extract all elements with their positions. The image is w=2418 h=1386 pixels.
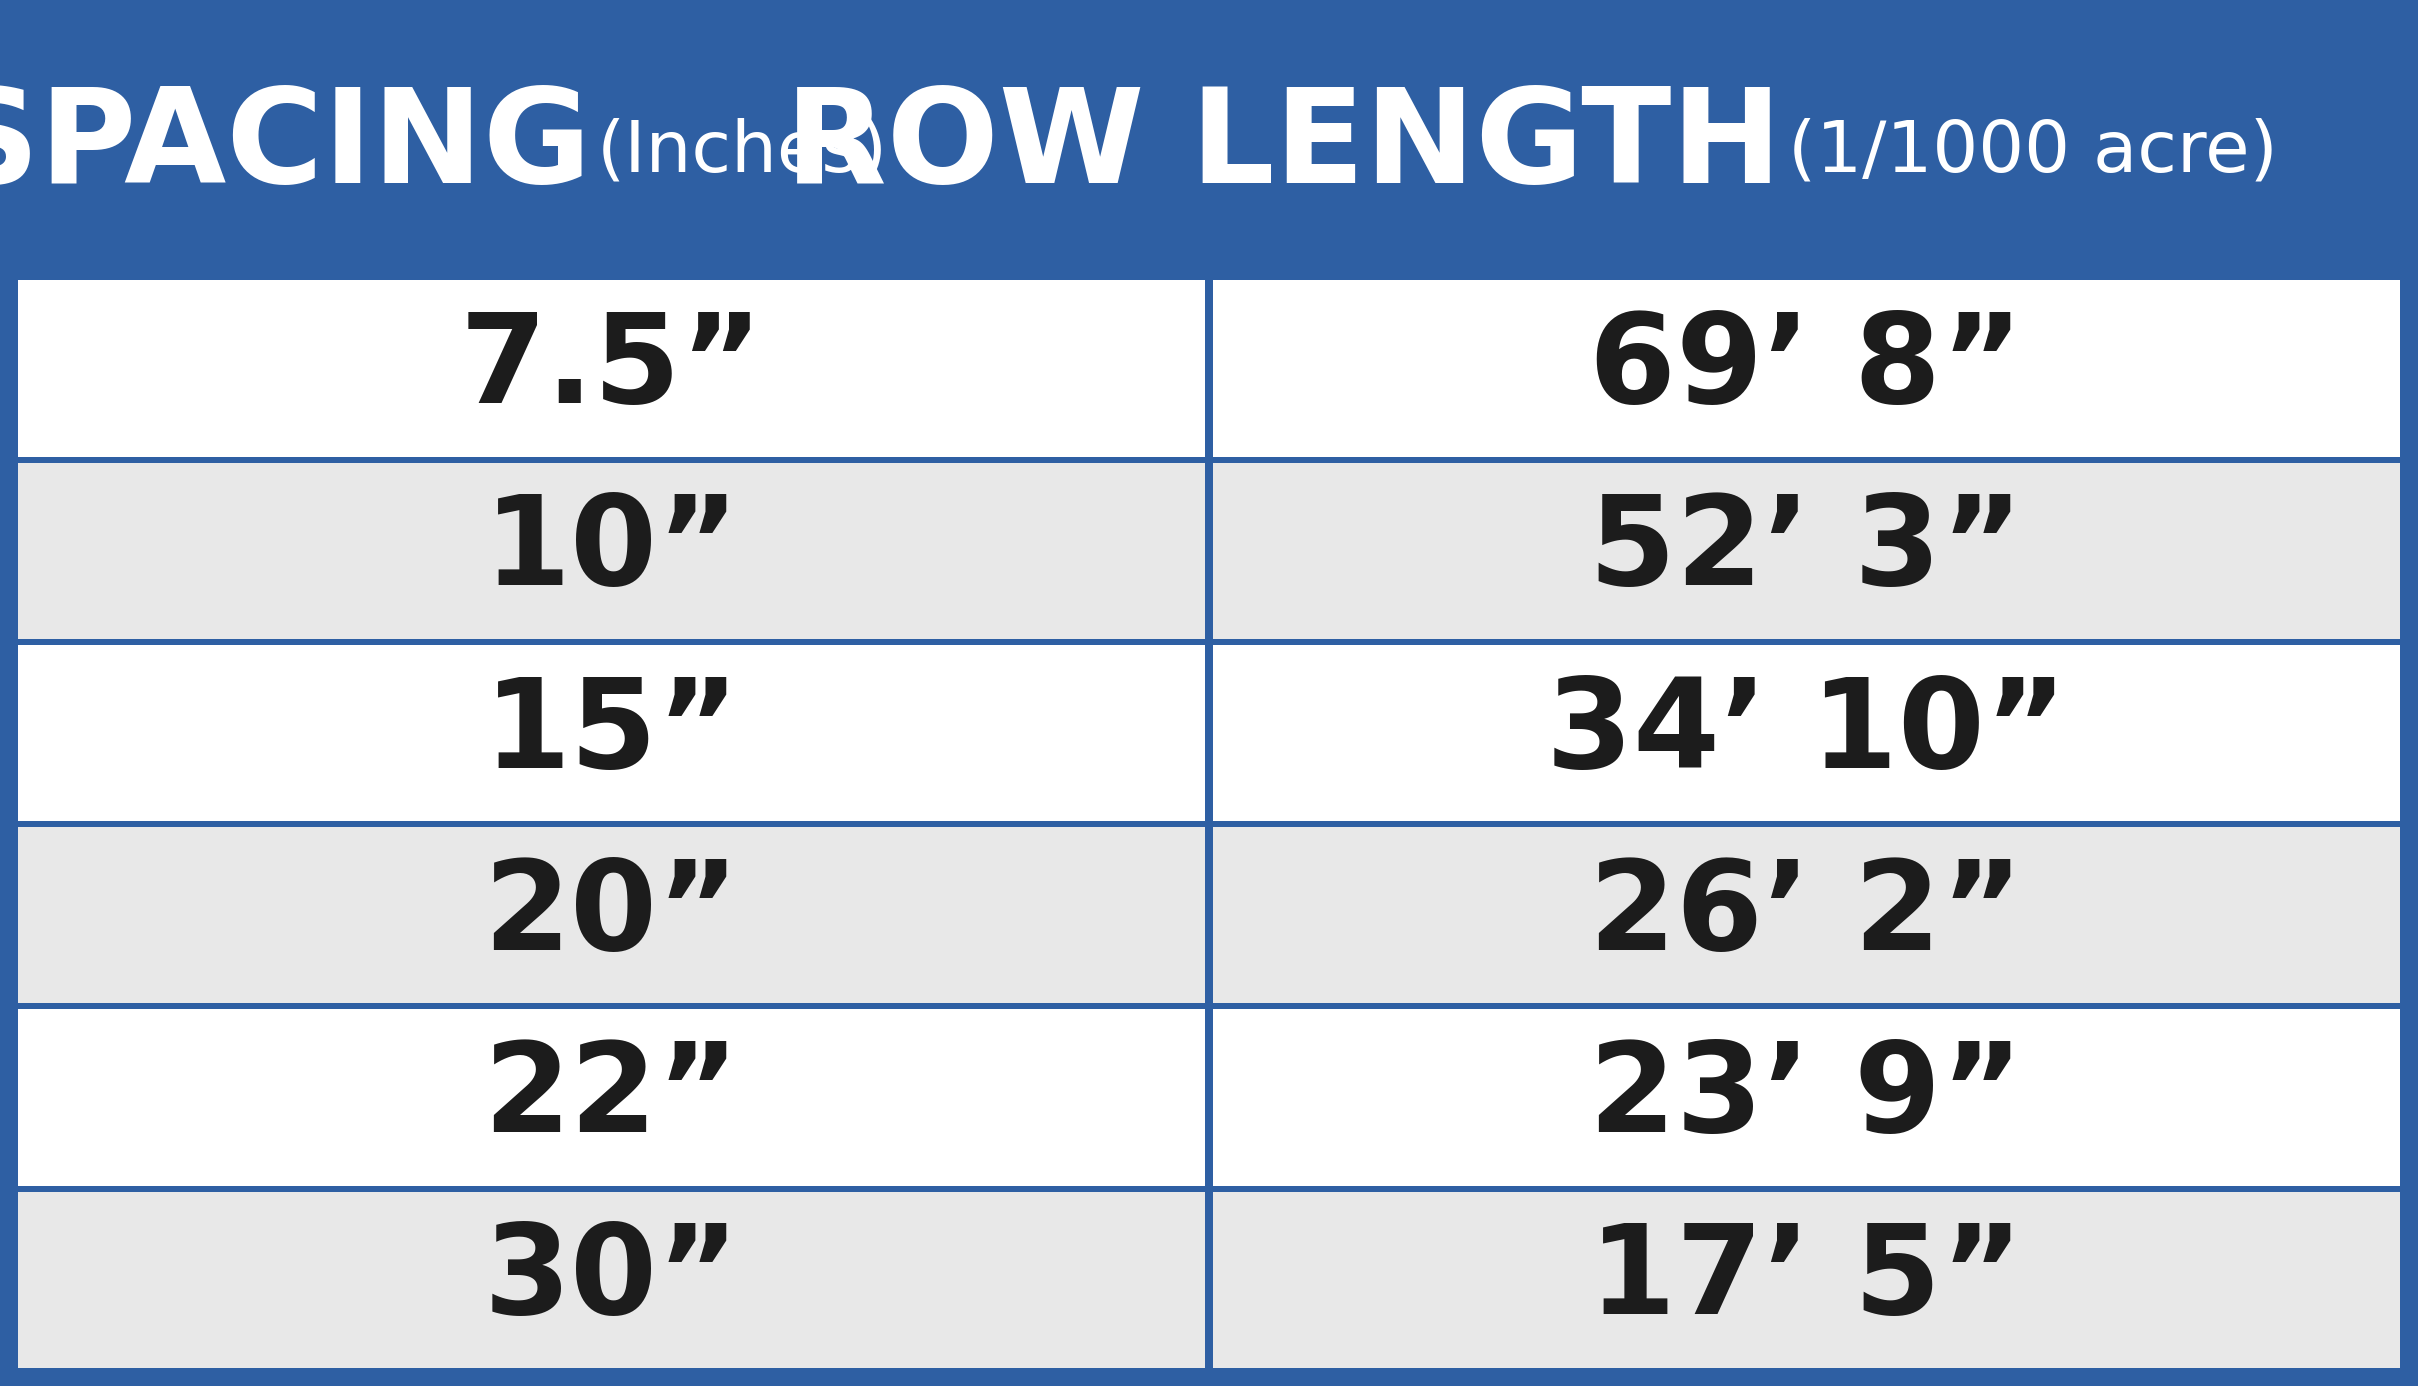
Text: 7.5”: 7.5” xyxy=(459,308,764,430)
Bar xyxy=(17,280,1204,456)
Bar xyxy=(17,644,1204,821)
Text: 22”: 22” xyxy=(484,1037,740,1159)
Bar xyxy=(1214,827,2401,1003)
Bar xyxy=(17,1009,1204,1186)
Bar xyxy=(17,463,1204,639)
Text: 15”: 15” xyxy=(484,672,740,794)
Bar xyxy=(1214,18,2401,274)
Bar xyxy=(1214,463,2401,639)
Text: 23’ 9”: 23’ 9” xyxy=(1589,1037,2024,1159)
Bar xyxy=(1214,280,2401,456)
Text: ROW LENGTH: ROW LENGTH xyxy=(783,83,1782,209)
Bar xyxy=(1214,1009,2401,1186)
Text: ROW SPACING: ROW SPACING xyxy=(0,83,592,209)
Text: 10”: 10” xyxy=(484,491,740,611)
Text: 17’ 5”: 17’ 5” xyxy=(1589,1220,2024,1340)
Text: 20”: 20” xyxy=(484,855,740,976)
Bar xyxy=(1214,644,2401,821)
Bar xyxy=(1214,1192,2401,1368)
Text: 52’ 3”: 52’ 3” xyxy=(1589,491,2024,611)
Text: (Inches): (Inches) xyxy=(597,118,887,187)
Bar xyxy=(17,827,1204,1003)
Text: 30”: 30” xyxy=(484,1220,740,1340)
Text: 26’ 2”: 26’ 2” xyxy=(1589,855,2024,976)
Text: 34’ 10”: 34’ 10” xyxy=(1545,672,2067,794)
Text: (1/1000 acre): (1/1000 acre) xyxy=(1789,118,2278,187)
Bar xyxy=(17,18,1204,274)
Bar xyxy=(17,1192,1204,1368)
Text: 69’ 8”: 69’ 8” xyxy=(1589,308,2024,430)
